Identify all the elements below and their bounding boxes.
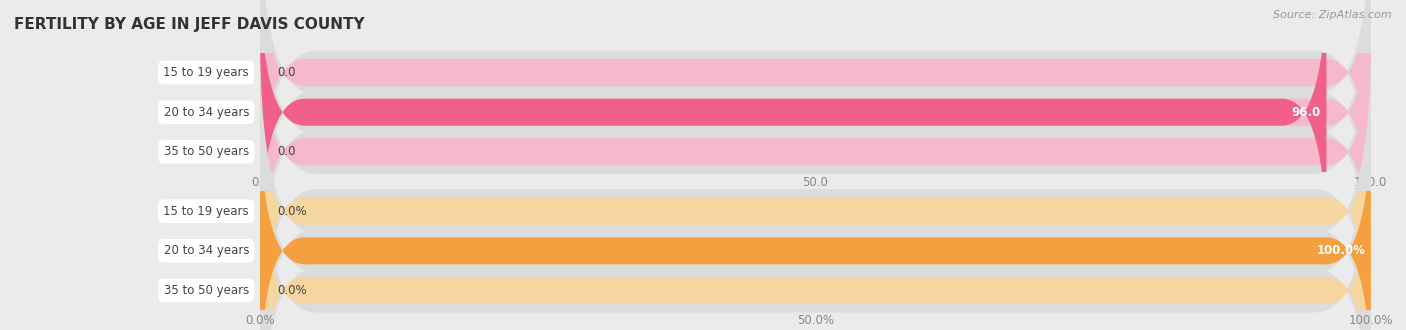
Text: Source: ZipAtlas.com: Source: ZipAtlas.com	[1274, 10, 1392, 20]
FancyBboxPatch shape	[260, 0, 1371, 288]
Text: 35 to 50 years: 35 to 50 years	[163, 145, 249, 158]
FancyBboxPatch shape	[260, 115, 1371, 330]
FancyBboxPatch shape	[260, 0, 1371, 248]
FancyBboxPatch shape	[260, 35, 1371, 330]
FancyBboxPatch shape	[260, 106, 1371, 330]
Text: 100.0%: 100.0%	[1316, 244, 1365, 257]
FancyBboxPatch shape	[260, 0, 1371, 217]
FancyBboxPatch shape	[260, 146, 1371, 330]
Text: 96.0: 96.0	[1292, 106, 1320, 119]
FancyBboxPatch shape	[260, 66, 1371, 330]
Text: 0.0%: 0.0%	[277, 284, 307, 297]
Text: 35 to 50 years: 35 to 50 years	[163, 284, 249, 297]
Text: 0.0%: 0.0%	[277, 205, 307, 218]
FancyBboxPatch shape	[260, 0, 1371, 257]
Text: 15 to 19 years: 15 to 19 years	[163, 66, 249, 79]
Text: FERTILITY BY AGE IN JEFF DAVIS COUNTY: FERTILITY BY AGE IN JEFF DAVIS COUNTY	[14, 16, 364, 31]
FancyBboxPatch shape	[260, 0, 1326, 257]
FancyBboxPatch shape	[260, 7, 1371, 297]
FancyBboxPatch shape	[260, 0, 1371, 328]
Text: 20 to 34 years: 20 to 34 years	[163, 244, 249, 257]
FancyBboxPatch shape	[260, 75, 1371, 330]
Text: 0.0: 0.0	[277, 66, 295, 79]
Text: 15 to 19 years: 15 to 19 years	[163, 205, 249, 218]
FancyBboxPatch shape	[260, 106, 1371, 330]
Text: 0.0: 0.0	[277, 145, 295, 158]
Text: 20 to 34 years: 20 to 34 years	[163, 106, 249, 119]
